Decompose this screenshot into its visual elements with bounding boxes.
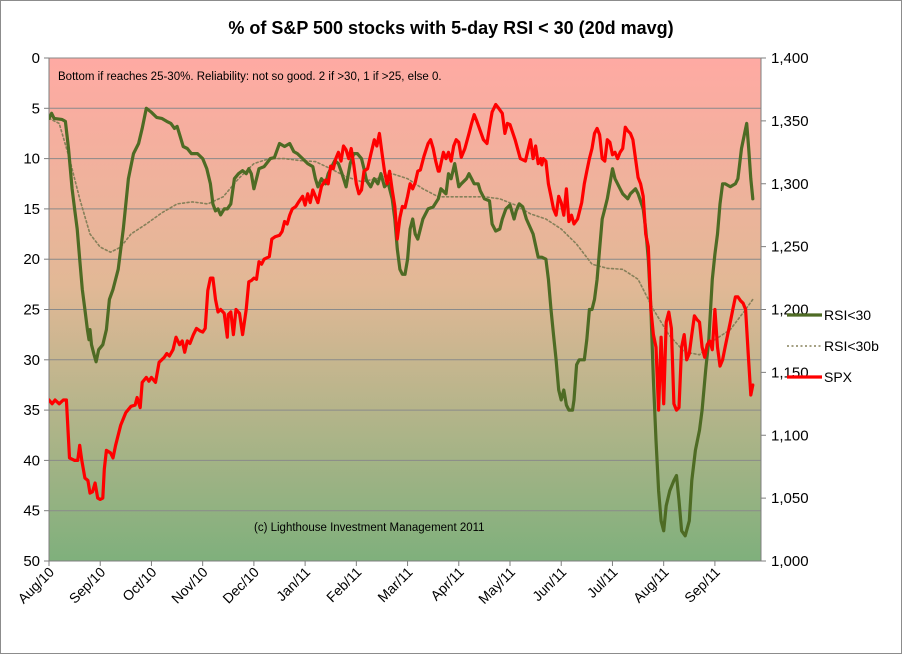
right-axis: 1,0001,0501,1001,1501,2001,2501,3001,350…: [760, 50, 809, 570]
x-tick-label: Aug/10: [14, 564, 57, 607]
series-layer: [49, 102, 755, 538]
x-axis: Aug/10 Sep/10 Oct/10 Nov/10 Dec/10 Jan/11 Feb/…: [14, 560, 761, 607]
series-line-rsi-30b: [49, 117, 754, 356]
annotation-note: Bottom if reaches 25-30%. Reliability: n…: [58, 71, 442, 83]
left-tick-label: 30: [23, 352, 40, 369]
right-tick-label: 1,300: [771, 176, 809, 193]
left-tick-label: 50: [23, 553, 40, 570]
left-tick-label: 5: [32, 100, 40, 117]
left-tick-label: 35: [23, 402, 40, 419]
left-tick-label: 15: [23, 201, 40, 218]
series-line-spx: [49, 102, 755, 501]
x-tick-label: Jul/11: [584, 564, 621, 601]
right-tick-label: 1,000: [771, 553, 809, 570]
x-tick-label: Feb/11: [323, 564, 365, 606]
left-tick-label: 45: [23, 503, 40, 520]
left-tick-label: 0: [32, 50, 40, 67]
legend-label: SPX: [824, 369, 853, 385]
x-tick-label: Aug/11: [630, 564, 672, 606]
right-tick-label: 1,150: [771, 364, 809, 381]
x-tick-label: Jan/11: [273, 564, 313, 604]
right-tick-label: 1,250: [771, 239, 809, 256]
x-tick-label: Apr/11: [427, 564, 467, 604]
left-tick-label: 20: [23, 251, 40, 268]
right-tick-label: 1,050: [771, 490, 809, 507]
x-tick-label: Jun/11: [529, 564, 569, 604]
right-tick-label: 1,350: [771, 113, 809, 130]
right-tick-label: 1,400: [771, 50, 809, 67]
left-axis: 0 5 10 15 20 25 30 35 40 45 50: [23, 50, 50, 570]
left-tick-label: 10: [23, 151, 40, 168]
legend-label: RSI<30: [824, 307, 871, 323]
legend-label: RSI<30b: [824, 338, 879, 354]
x-tick-label: Mar/11: [374, 564, 416, 606]
x-tick-label: Oct/10: [119, 564, 160, 605]
x-tick-label: Nov/10: [168, 564, 211, 607]
right-tick-label: 1,100: [771, 427, 809, 444]
x-tick-label: Dec/10: [219, 564, 262, 607]
x-tick-label: Sep/10: [66, 564, 109, 607]
x-tick-label: May/11: [475, 564, 518, 607]
chart-title: % of S&P 500 stocks with 5-day RSI < 30 …: [228, 18, 673, 38]
legend: RSI<30 RSI<30b SPX: [787, 307, 879, 385]
left-tick-label: 40: [23, 452, 40, 469]
left-tick-label: 25: [23, 302, 40, 319]
annotation-copyright: (c) Lighthouse Investment Management 201…: [254, 522, 485, 534]
x-tick-label: Sep/11: [681, 564, 723, 606]
